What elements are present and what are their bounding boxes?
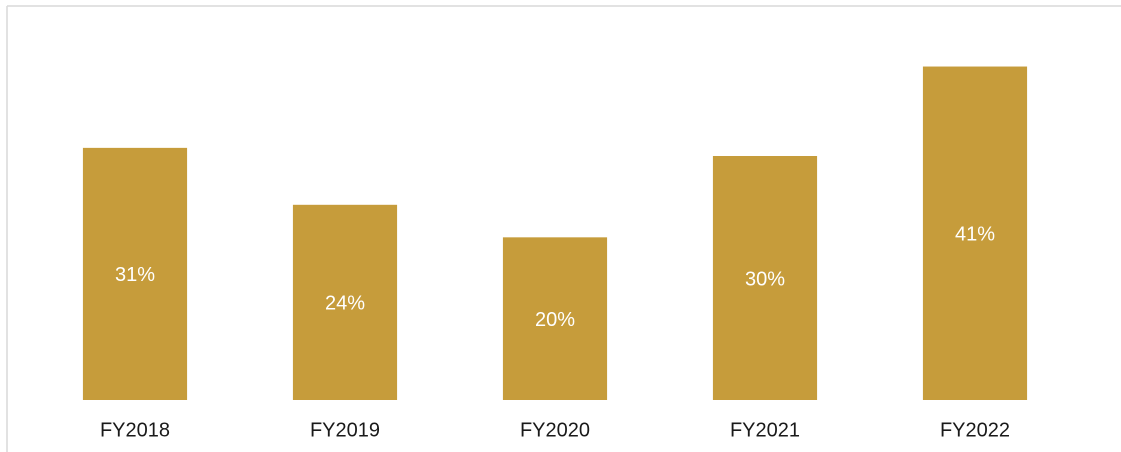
data-label: 30% [745, 268, 785, 290]
x-tick-label: FY2022 [940, 419, 1010, 441]
x-tick-label: FY2021 [730, 419, 800, 441]
bar [922, 66, 1028, 401]
bar [712, 156, 818, 400]
data-label: 24% [325, 293, 365, 315]
bar [502, 237, 608, 400]
data-label: 41% [955, 224, 995, 246]
data-label: 31% [115, 264, 155, 286]
x-tick-label: FY2020 [520, 419, 590, 441]
bar [292, 204, 398, 400]
x-tick-label: FY2018 [100, 419, 170, 441]
x-tick-label: FY2019 [310, 419, 380, 441]
data-label: 20% [535, 309, 575, 331]
bar [82, 147, 188, 400]
